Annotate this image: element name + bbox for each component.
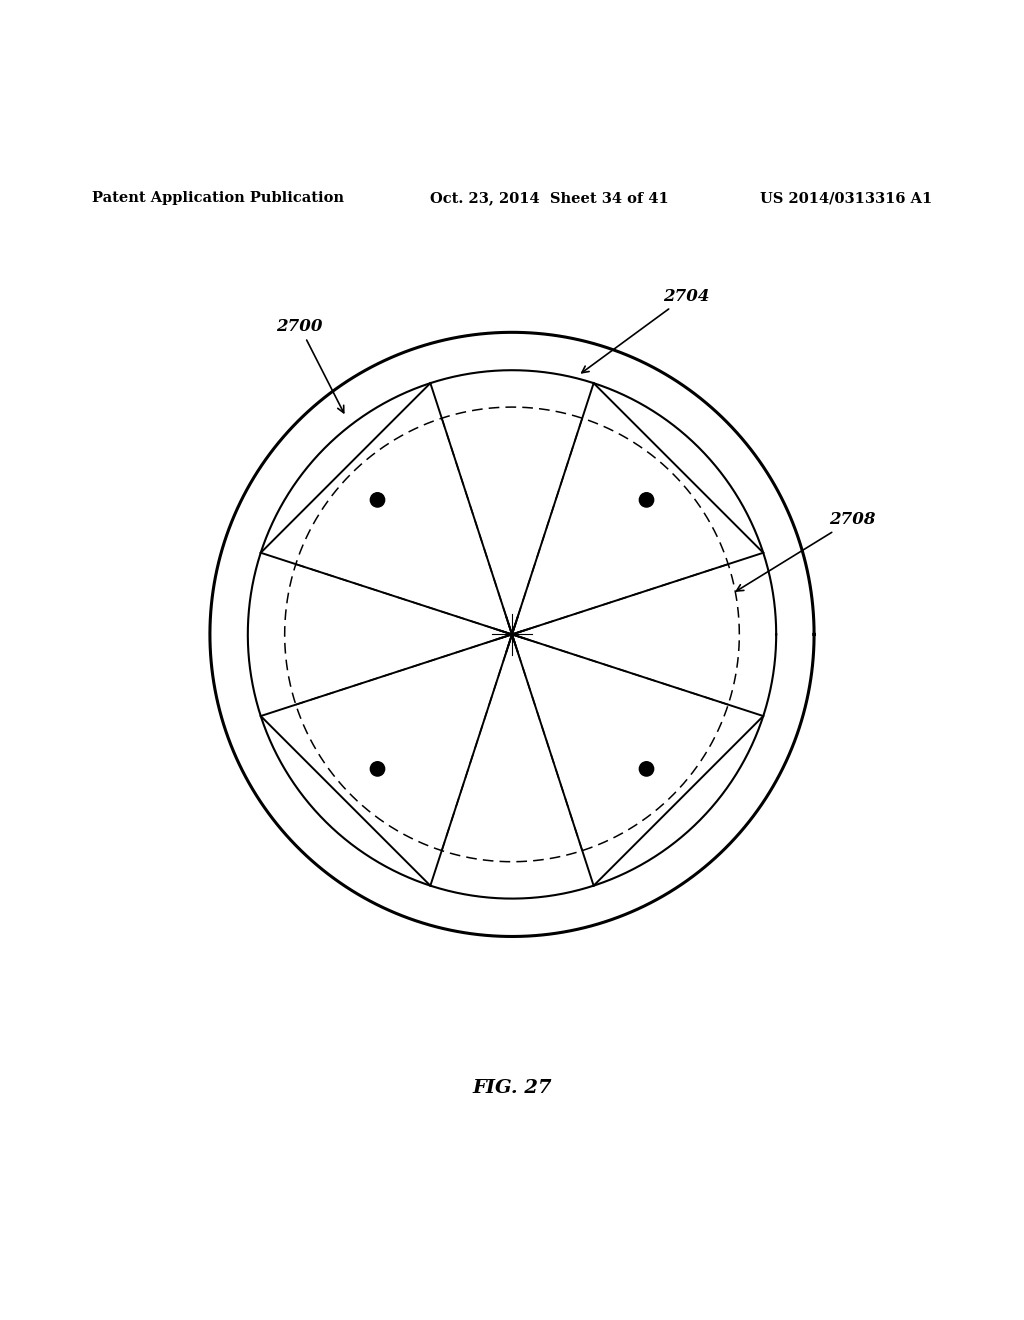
Circle shape bbox=[371, 492, 385, 507]
Text: Patent Application Publication: Patent Application Publication bbox=[92, 191, 344, 205]
Circle shape bbox=[639, 492, 653, 507]
Text: 2708: 2708 bbox=[736, 511, 876, 591]
Text: 2704: 2704 bbox=[582, 288, 710, 372]
Circle shape bbox=[639, 762, 653, 776]
Text: US 2014/0313316 A1: US 2014/0313316 A1 bbox=[760, 191, 932, 205]
Text: Oct. 23, 2014  Sheet 34 of 41: Oct. 23, 2014 Sheet 34 of 41 bbox=[430, 191, 669, 205]
Text: FIG. 27: FIG. 27 bbox=[472, 1078, 552, 1097]
Circle shape bbox=[371, 762, 385, 776]
Text: 2700: 2700 bbox=[276, 318, 344, 413]
